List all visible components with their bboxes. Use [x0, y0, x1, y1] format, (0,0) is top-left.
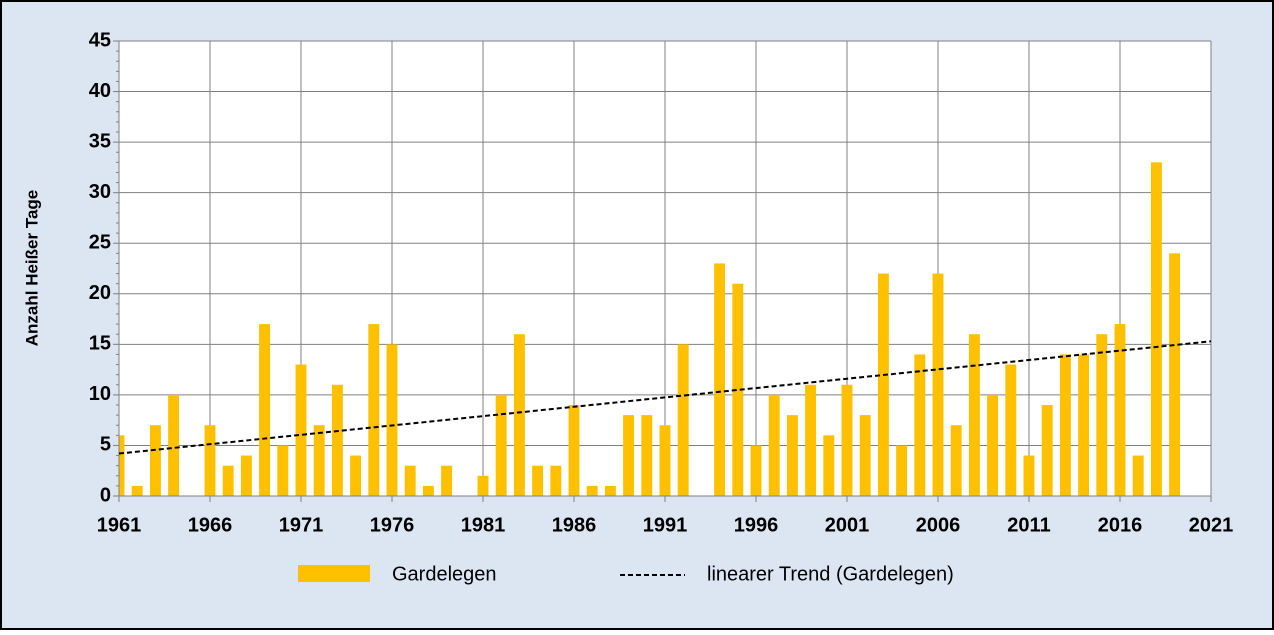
y-tick-label: 5: [100, 434, 111, 456]
y-tick-label: 15: [89, 333, 111, 355]
bar: [404, 465, 416, 496]
bar: [1169, 253, 1181, 496]
y-axis-label: Anzahl Heißer Tage: [22, 190, 41, 347]
bar: [1078, 354, 1090, 496]
bar: [1023, 455, 1035, 496]
x-tick-label: 1986: [552, 514, 597, 536]
bar: [1114, 324, 1126, 496]
bar: [823, 435, 835, 496]
y-tick-label: 25: [89, 232, 111, 254]
bar: [259, 324, 271, 496]
y-tick-label: 40: [89, 80, 111, 102]
x-tick-label: 2016: [1098, 514, 1143, 536]
bar: [204, 425, 216, 496]
bar: [368, 324, 380, 496]
bar: [131, 485, 143, 496]
y-tick-label: 30: [89, 181, 111, 203]
y-tick-label: 45: [89, 29, 111, 51]
legend-label: Gardelegen: [392, 563, 497, 585]
x-tick-label: 1961: [97, 514, 142, 536]
x-tick-label: 1981: [461, 514, 506, 536]
legend-swatch: [298, 565, 370, 582]
bar: [550, 465, 562, 496]
bar: [805, 384, 817, 496]
bar: [677, 344, 689, 496]
bar: [750, 445, 762, 496]
bar: [987, 394, 999, 496]
bar: [1041, 405, 1053, 496]
bar: [623, 415, 635, 496]
bar: [441, 465, 453, 496]
bar: [119, 435, 125, 496]
x-tick-label: 1996: [734, 514, 779, 536]
bar: [422, 485, 434, 496]
bar: [295, 364, 307, 496]
y-tick-label: 0: [100, 484, 111, 506]
trend-line: [118, 340, 1212, 455]
bar: [313, 425, 325, 496]
bar: [1150, 162, 1162, 496]
bar: [149, 425, 161, 496]
bar: [732, 283, 744, 496]
x-tick-label: 1966: [188, 514, 233, 536]
bar: [968, 334, 980, 496]
bar: [1005, 364, 1017, 496]
bar: [641, 415, 653, 496]
x-tick-label: 2006: [916, 514, 961, 536]
bar: [532, 465, 544, 496]
bar: [786, 415, 798, 496]
legend-label: linearer Trend (Gardelegen): [707, 563, 954, 585]
bar: [768, 394, 780, 496]
bar: [168, 394, 180, 496]
bar: [350, 455, 362, 496]
bar: [950, 425, 962, 496]
bar: [495, 394, 507, 496]
y-tick-label: 20: [89, 282, 111, 304]
x-tick-label: 1991: [643, 514, 688, 536]
y-tick-label: 10: [89, 383, 111, 405]
x-tick-label: 1976: [370, 514, 415, 536]
bar: [932, 273, 944, 496]
bar: [513, 334, 525, 496]
bar: [896, 445, 908, 496]
bar: [877, 273, 889, 496]
bar: [841, 384, 853, 496]
bar: [604, 485, 616, 496]
bar: [331, 384, 343, 496]
bar: [914, 354, 926, 496]
x-tick-label: 2001: [825, 514, 870, 536]
bar: [240, 455, 252, 496]
bar: [477, 475, 489, 496]
bar: [222, 465, 234, 496]
bar: [659, 425, 671, 496]
bar: [586, 485, 598, 496]
y-tick-label: 35: [89, 130, 111, 152]
bar: [568, 405, 580, 496]
bar: [1132, 455, 1144, 496]
x-tick-label: 2021: [1189, 514, 1234, 536]
bar: [859, 415, 871, 496]
bar: [277, 445, 289, 496]
bar: [1096, 334, 1108, 496]
bar: [386, 344, 398, 496]
bar: [1059, 354, 1071, 496]
bar: [714, 263, 726, 496]
x-tick-label: 2011: [1007, 514, 1050, 536]
x-tick-label: 1971: [279, 514, 324, 536]
